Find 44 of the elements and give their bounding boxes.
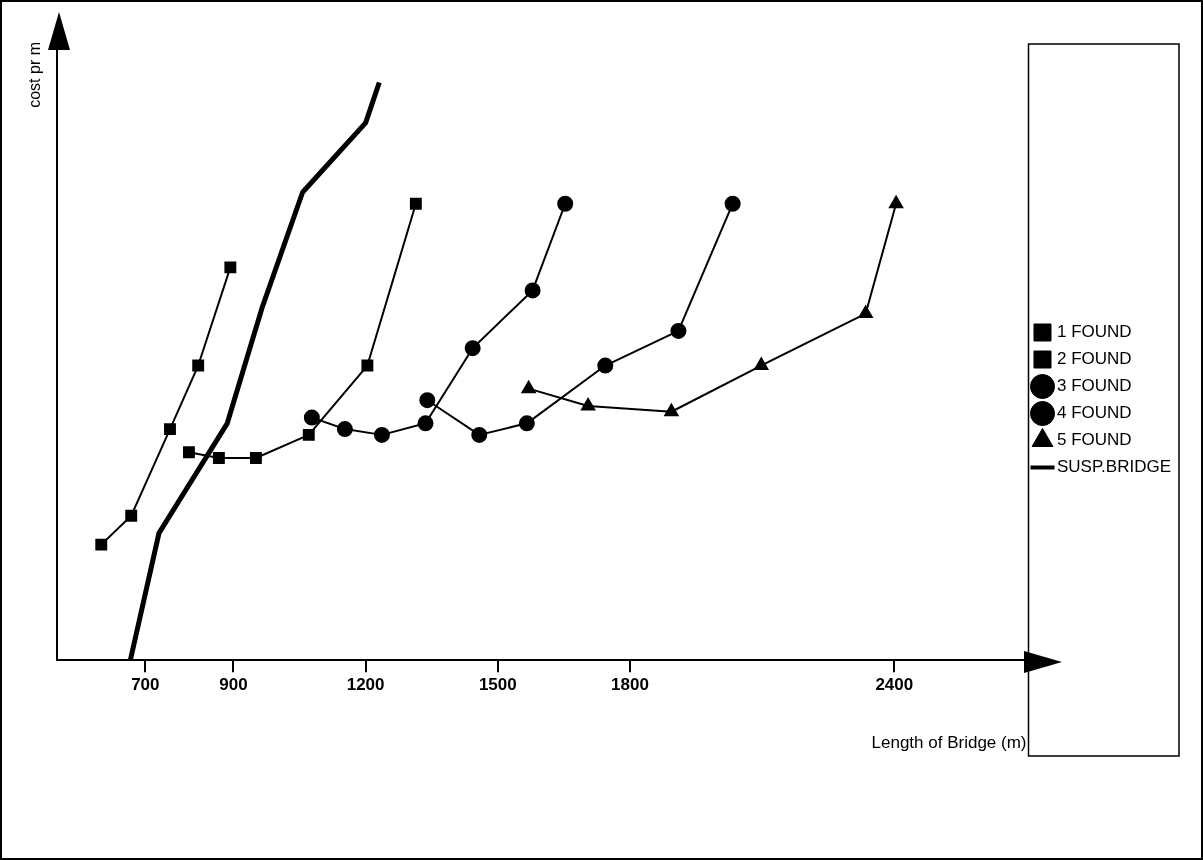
- legend-label: 5 FOUND: [1057, 430, 1132, 450]
- x-tick-label: 700: [131, 675, 160, 695]
- point: [557, 195, 574, 212]
- point: [724, 195, 741, 212]
- point: [670, 322, 687, 339]
- point: [164, 423, 176, 436]
- point: [303, 409, 320, 426]
- point: [581, 397, 596, 411]
- legend-label: 1 FOUND: [1057, 322, 1132, 342]
- point: [417, 415, 434, 432]
- point: [858, 305, 873, 319]
- x-tick-label: 1800: [611, 675, 649, 695]
- point: [664, 403, 679, 417]
- legend-label: 3 FOUND: [1057, 376, 1132, 396]
- point: [125, 509, 138, 522]
- point: [361, 359, 374, 372]
- x-tick-label: 1500: [478, 675, 517, 695]
- point: [754, 357, 769, 371]
- point: [224, 261, 237, 274]
- point: [419, 392, 436, 409]
- point: [409, 197, 422, 210]
- legend-label: SUSP.BRIDGE: [1057, 457, 1172, 477]
- x-tick-label: 1200: [346, 675, 385, 695]
- point: [302, 428, 315, 441]
- point: [518, 415, 535, 432]
- point: [192, 359, 205, 372]
- point: [336, 421, 353, 438]
- legend-label: 2 FOUND: [1057, 349, 1132, 369]
- point: [889, 195, 904, 209]
- point: [471, 426, 488, 443]
- point: [597, 357, 614, 374]
- point: [464, 340, 481, 357]
- y-axis-title: cost pr m: [26, 42, 44, 108]
- point: [373, 426, 390, 443]
- point: [524, 282, 541, 299]
- x-axis-title: Length of Bridge (m): [871, 733, 1027, 753]
- point: [249, 452, 262, 464]
- x-tick-label: 2400: [875, 675, 914, 695]
- point: [212, 452, 225, 464]
- point: [521, 380, 536, 394]
- x-tick-label: 900: [219, 675, 248, 695]
- point: [182, 446, 195, 459]
- legend-label: 4 FOUND: [1057, 403, 1132, 423]
- point: [95, 538, 108, 551]
